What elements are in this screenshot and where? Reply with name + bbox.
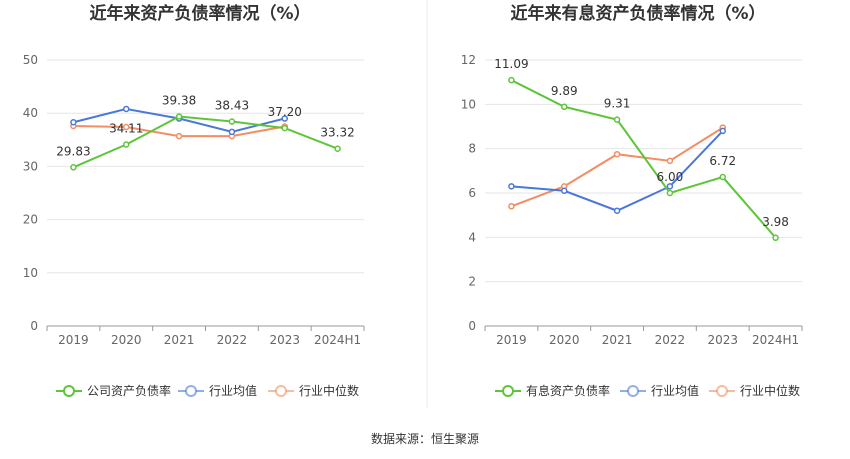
legend-marker-industry_avg: [185, 385, 197, 397]
x-tick-label: 2023: [269, 333, 300, 347]
y-tick-label: 10: [461, 97, 476, 111]
series-line-company: [510, 79, 777, 239]
legend-label-industry_avg: 行业均值: [209, 383, 257, 398]
data-point-industry_avg: [508, 183, 515, 190]
data-point-industry_avg: [70, 118, 77, 126]
legend-label-industry_avg: 行业均值: [651, 383, 699, 398]
data-point-industry_median: [666, 157, 674, 165]
y-tick-label: 30: [23, 159, 38, 173]
legend-label-company: 公司资产负债率: [87, 383, 171, 398]
x-tick-label: 2021: [164, 333, 195, 347]
legend-marker-industry_avg: [627, 385, 639, 397]
series-line-industry_avg: [511, 130, 724, 212]
x-tick-label: 2020: [549, 333, 580, 347]
data-point-company: [228, 118, 236, 125]
y-tick-label: 0: [30, 319, 38, 333]
data-point-industry_median: [175, 132, 183, 140]
data-point-company: [123, 141, 130, 148]
series-line-company: [73, 115, 338, 169]
y-tick-label: 4: [468, 230, 476, 244]
data-point-company: [772, 234, 779, 242]
legend-label-company: 有息资产负债率: [526, 383, 610, 398]
data-label: 29.83: [56, 144, 90, 158]
data-point-industry_median: [123, 123, 130, 131]
y-tick-label: 6: [468, 186, 476, 200]
data-label: 34.11: [109, 122, 143, 136]
data-point-industry_avg: [666, 183, 674, 190]
source-note: 数据来源：恒生聚源: [371, 431, 479, 446]
data-label: 33.32: [320, 126, 354, 140]
data-point-company: [70, 164, 77, 171]
data-point-industry_avg: [613, 207, 621, 214]
x-tick-label: 2021: [602, 333, 633, 347]
y-tick-label: 40: [23, 106, 38, 120]
data-point-company: [508, 76, 515, 84]
data-label: 6.72: [709, 154, 736, 168]
legend-label-industry_median: 行业中位数: [299, 383, 359, 398]
data-label: 9.89: [551, 84, 578, 98]
data-point-company: [719, 173, 726, 181]
data-point-industry_avg: [719, 127, 726, 135]
data-point-company: [175, 113, 183, 120]
series-line-industry_median: [511, 126, 724, 208]
data-label: 3.98: [762, 215, 789, 229]
data-point-industry_avg: [228, 128, 236, 136]
y-tick-label: 0: [468, 319, 476, 333]
data-point-industry_avg: [123, 105, 130, 113]
legend-marker-industry_median: [716, 385, 728, 397]
data-label: 39.38: [162, 93, 196, 107]
y-tick-label: 50: [23, 53, 38, 67]
x-tick-label: 2024H1: [314, 333, 361, 347]
chart-panel-debt-ratio: 近年来资产负债率情况（%） 0 10 20 30 40 50 2019 2020 2021 2022…: [23, 3, 365, 398]
data-point-industry_avg: [281, 115, 288, 122]
y-tick-label: 20: [23, 213, 38, 227]
x-tick-label: 2019: [496, 333, 527, 347]
y-tick-label: 8: [468, 142, 476, 156]
data-point-company: [613, 116, 621, 123]
x-tick-label: 2020: [111, 333, 142, 347]
legend-marker-company: [63, 385, 75, 397]
x-tick-label: 2024H1: [752, 333, 799, 347]
data-label: 11.09: [494, 57, 528, 71]
data-label: 6.00: [657, 170, 684, 184]
data-label: 38.43: [215, 99, 249, 113]
y-tick-label: 12: [461, 53, 476, 67]
data-point-company: [281, 124, 288, 132]
legend-marker-company: [502, 385, 514, 397]
x-tick-label: 2023: [707, 333, 738, 347]
legend-label-industry_median: 行业中位数: [740, 383, 800, 398]
x-tick-label: 2019: [58, 333, 89, 347]
data-point-company: [666, 189, 674, 197]
data-point-company: [334, 145, 341, 152]
data-label: 9.31: [604, 97, 631, 111]
chart-title: 近年来资产负债率情况（%）: [89, 3, 310, 24]
x-tick-label: 2022: [655, 333, 686, 347]
data-point-industry_median: [508, 203, 515, 210]
chart-panel-interest-bearing-debt-ratio: 近年来有息资产负债率情况（%） 0 2 4 6 8 10 12 2019 2020 2021 2022…: [461, 3, 803, 398]
y-tick-label: 2: [468, 275, 476, 289]
data-point-company: [561, 103, 568, 111]
data-point-industry_avg: [561, 187, 568, 195]
x-tick-label: 2022: [217, 333, 248, 347]
data-point-industry_median: [613, 150, 621, 158]
data-label: 37.20: [268, 105, 302, 119]
y-tick-label: 10: [23, 266, 38, 280]
legend-marker-industry_median: [275, 385, 287, 397]
chart-title: 近年来有息资产负债率情况（%）: [510, 3, 765, 24]
